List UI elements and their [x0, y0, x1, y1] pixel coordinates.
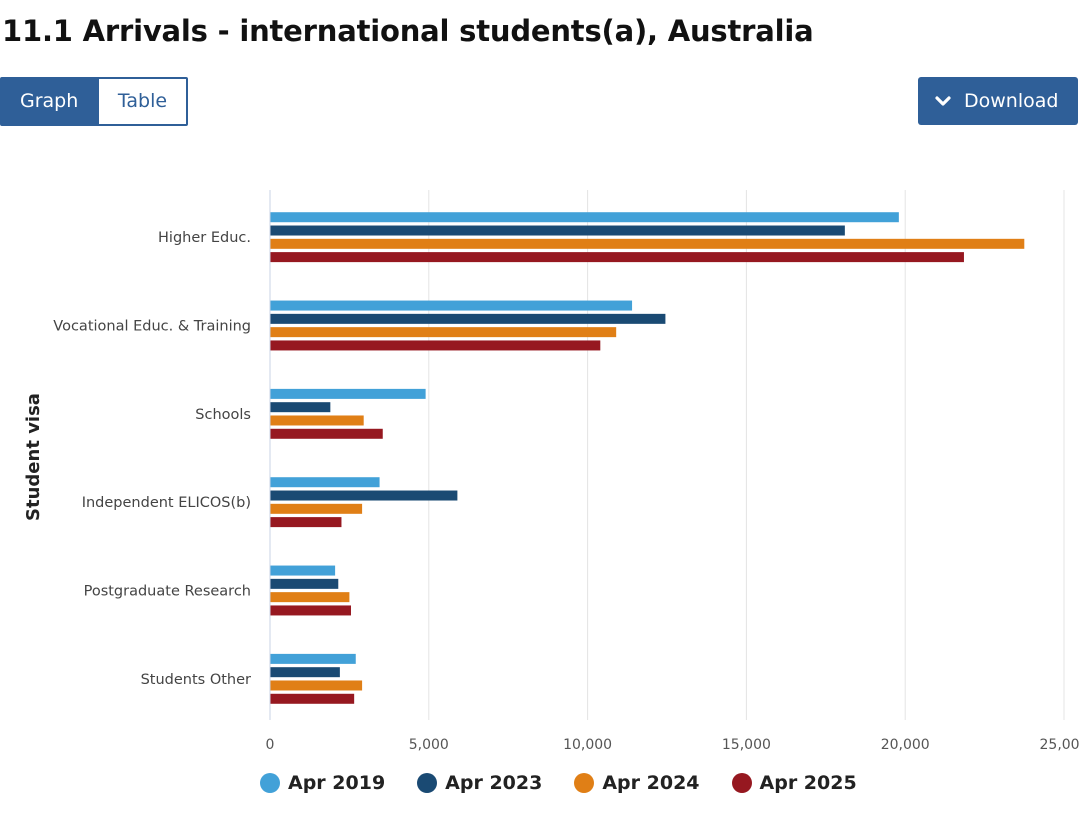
category-labels: Higher Educ. Vocational Educ. & Training S…: [53, 230, 251, 688]
view-tabs: Graph Table: [0, 77, 188, 126]
bar-chart: Higher Educ. Vocational Educ. & Training S…: [23, 190, 1080, 753]
bar[interactable]: [270, 565, 336, 576]
bar[interactable]: [270, 212, 899, 223]
bar[interactable]: [270, 680, 363, 691]
legend-item[interactable]: Apr 2025: [731, 772, 857, 794]
bars: [270, 212, 1025, 704]
bar[interactable]: [270, 517, 342, 528]
legend-swatch: [574, 773, 595, 793]
legend-item[interactable]: Apr 2023: [417, 772, 542, 794]
legend-label: Apr 2025: [759, 772, 857, 794]
bar[interactable]: [270, 605, 351, 616]
bar[interactable]: [270, 428, 383, 439]
legend-item[interactable]: Apr 2019: [260, 772, 385, 794]
bar[interactable]: [270, 693, 355, 704]
bar[interactable]: [270, 477, 380, 488]
bar[interactable]: [270, 327, 617, 338]
bar[interactable]: [270, 340, 601, 351]
download-button[interactable]: Download: [918, 77, 1078, 125]
tab-graph[interactable]: Graph: [2, 79, 99, 124]
legend-label: Apr 2024: [602, 772, 700, 794]
tab-table[interactable]: Table: [99, 79, 186, 124]
legend-item[interactable]: Apr 2024: [574, 772, 700, 794]
bar[interactable]: [270, 490, 458, 501]
legend-label: Apr 2019: [288, 772, 386, 794]
legend-label: Apr 2023: [445, 772, 543, 794]
x-tick-label: 20,000: [881, 737, 930, 753]
category-label: Vocational Educ. & Training: [53, 319, 251, 335]
legend-swatch: [417, 773, 438, 793]
page-title: 11.1 Arrivals - international students(a…: [2, 14, 814, 48]
category-label: Postgraduate Research: [84, 584, 251, 600]
bar[interactable]: [270, 225, 845, 236]
bar[interactable]: [270, 653, 356, 664]
chart-legend: Apr 2019 Apr 2023 Apr 2024 Apr 2025: [260, 772, 889, 794]
x-tick-label: 5,000: [409, 737, 449, 753]
bar[interactable]: [270, 313, 666, 324]
bar[interactable]: [270, 238, 1025, 249]
x-tick-label: 15,000: [722, 737, 771, 753]
bar[interactable]: [270, 578, 339, 589]
y-axis-label: Student visa: [23, 393, 44, 521]
legend-swatch: [731, 773, 752, 793]
x-tick-label: 25,000: [1040, 737, 1080, 753]
bar[interactable]: [270, 252, 964, 263]
x-tick-label: 10,000: [563, 737, 612, 753]
bar[interactable]: [270, 592, 350, 603]
x-tick-labels: 0 5,000 10,000 15,000 20,000 25,000: [266, 737, 1080, 753]
bar[interactable]: [270, 503, 363, 514]
category-label: Schools: [195, 407, 251, 423]
bar[interactable]: [270, 667, 340, 678]
category-label: Students Other: [141, 672, 251, 688]
category-label: Independent ELICOS(b): [82, 495, 251, 511]
bar[interactable]: [270, 415, 364, 426]
bar[interactable]: [270, 388, 426, 399]
grid-lines: [269, 190, 1065, 720]
x-tick-label: 0: [266, 737, 275, 753]
bar[interactable]: [270, 402, 331, 413]
download-label: Download: [964, 90, 1059, 112]
category-label: Higher Educ.: [158, 230, 251, 246]
legend-swatch: [260, 773, 280, 793]
bar[interactable]: [270, 300, 633, 311]
chevron-down-icon: [935, 96, 951, 106]
